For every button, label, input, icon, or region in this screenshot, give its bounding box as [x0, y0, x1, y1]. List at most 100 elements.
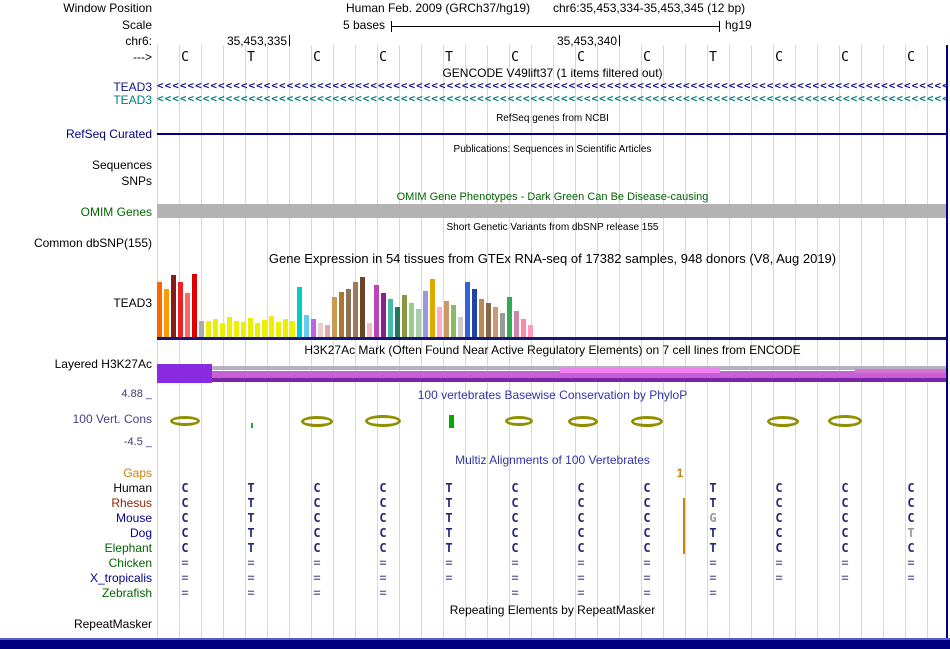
gtex-bar — [486, 303, 491, 337]
alignment-base: = — [181, 586, 189, 600]
alignment-base: T — [247, 511, 255, 525]
species-label: Chicken — [108, 556, 152, 570]
alignment-base: C — [643, 511, 651, 525]
gap-insert-line — [683, 498, 685, 554]
guideline — [773, 45, 774, 638]
alignment-base: C — [181, 481, 189, 495]
snps-track-label[interactable]: SNPs — [121, 174, 152, 188]
species-label: Mouse — [115, 511, 152, 525]
phylop-conservation-track[interactable] — [157, 406, 948, 436]
guideline — [421, 45, 422, 638]
gtex-bar — [213, 319, 218, 337]
gtex-bar — [528, 325, 533, 337]
refseq-curated-label[interactable]: RefSeq Curated — [65, 127, 152, 141]
conservation-tick — [251, 423, 253, 428]
gtex-bar — [437, 307, 442, 337]
repeatmasker-track-label[interactable]: RepeatMasker — [73, 617, 152, 631]
gtex-bar — [451, 305, 456, 337]
gtex-bar — [276, 322, 281, 337]
alignment-base: C — [841, 526, 849, 540]
gtex-bar — [479, 299, 484, 337]
refseq-gene-line[interactable] — [157, 133, 948, 135]
omim-genes-label[interactable]: OMIM Genes — [80, 205, 152, 219]
alignment-base: = — [577, 556, 585, 570]
alignment-row-x_tropicalis[interactable]: X_tropicalis = = = = = = = = = = = = — [0, 571, 950, 586]
alignment-row-zebrafish[interactable]: Zebrafish = = = = = = = = — [0, 586, 950, 601]
gtex-bar — [388, 299, 393, 337]
alignment-base: C — [907, 511, 915, 525]
reference-base: C — [379, 50, 387, 65]
alignment-row-gaps[interactable]: Gaps 1 — [0, 466, 950, 481]
alignment-base: = — [841, 556, 849, 570]
alignment-base: C — [643, 496, 651, 510]
guideline — [267, 45, 268, 638]
alignment-row-chicken[interactable]: Chicken = = = = = = = = = = = = — [0, 556, 950, 571]
alignment-base: T — [445, 526, 453, 540]
alignment-row-rhesus[interactable]: Rhesus C T C C T C C C T C C C — [0, 496, 950, 511]
alignment-base: C — [577, 496, 585, 510]
alignment-row-elephant[interactable]: Elephant C T C C T C C C T C C C — [0, 541, 950, 556]
alignment-base: C — [511, 481, 519, 495]
alignment-base: T — [709, 496, 717, 510]
h3k27ac-segment — [157, 371, 948, 378]
dbsnp-track-label[interactable]: Common dbSNP(155) — [33, 236, 152, 250]
sequences-track-label[interactable]: Sequences — [91, 158, 152, 172]
gtex-bar — [360, 277, 365, 337]
gene-label-tead3-1[interactable]: TEAD3 — [113, 80, 152, 94]
guideline — [861, 45, 862, 638]
alignment-base: = — [577, 586, 585, 600]
alignment-base: C — [577, 511, 585, 525]
gtex-bar — [416, 309, 421, 337]
guideline — [531, 45, 532, 638]
alignment-base: T — [445, 496, 453, 510]
gtex-bar — [206, 321, 211, 337]
guideline — [509, 45, 510, 638]
gtex-bar — [164, 289, 169, 337]
alignment-base: C — [643, 541, 651, 555]
alignment-base: T — [709, 541, 717, 555]
reference-base: T — [445, 50, 453, 65]
h3k27ac-track-label[interactable]: Layered H3K27Ac — [54, 357, 152, 371]
species-label: X_tropicalis — [89, 571, 152, 585]
conservation-oval — [170, 416, 200, 426]
alignment-row-human[interactable]: Human C T C C T C C C T C C C — [0, 481, 950, 496]
alignment-base: C — [181, 526, 189, 540]
guideline — [663, 45, 664, 638]
alignment-base: T — [247, 541, 255, 555]
window-position-label: Window Position — [63, 1, 152, 15]
guideline — [399, 45, 400, 638]
omim-gene-bar[interactable] — [157, 204, 948, 218]
conservation-max-label: 4.88 _ — [121, 388, 152, 400]
alignment-base: = — [511, 556, 519, 570]
reference-base: C — [643, 50, 651, 65]
gene-model-tead3-1[interactable]: <<<<<<<<<<<<<<<<<<<<<<<<<<<<<<<<<<<<<<<<… — [157, 80, 948, 92]
gtex-bar — [290, 321, 295, 337]
scale-value: 5 bases — [342, 18, 385, 32]
alignment-base: C — [775, 481, 783, 495]
gtex-gene-model-line[interactable] — [157, 337, 948, 340]
guideline — [685, 45, 686, 638]
gtex-bar — [339, 292, 344, 337]
gtex-bar — [297, 287, 302, 337]
gene-label-tead3-2[interactable]: TEAD3 — [113, 93, 152, 107]
alignment-base: C — [511, 496, 519, 510]
alignment-base: C — [313, 541, 321, 555]
gtex-bar — [458, 317, 463, 337]
guideline — [575, 45, 576, 638]
alignment-row-mouse[interactable]: Mouse C T C C T C C C G C C C — [0, 511, 950, 526]
gtex-gene-label[interactable]: TEAD3 — [113, 296, 152, 310]
alignment-row-dog[interactable]: Dog C T C C T C C C T C C T — [0, 526, 950, 541]
guideline — [597, 45, 598, 638]
gtex-expression-chart[interactable] — [157, 270, 537, 337]
alignment-base: T — [247, 496, 255, 510]
h3k27ac-signal-band[interactable] — [157, 363, 948, 384]
alignment-base: C — [907, 541, 915, 555]
gap-insert-count: 1 — [676, 466, 684, 480]
reference-base: C — [577, 50, 585, 65]
gtex-bar — [220, 323, 225, 337]
conservation-track-label[interactable]: 100 Vert. Cons — [72, 412, 152, 426]
guideline — [883, 45, 884, 638]
gene-model-tead3-2[interactable]: <<<<<<<<<<<<<<<<<<<<<<<<<<<<<<<<<<<<<<<<… — [157, 93, 948, 105]
dbsnp-track-title: Short Genetic Variants from dbSNP releas… — [446, 222, 659, 233]
coord-tick-1 — [289, 35, 290, 46]
